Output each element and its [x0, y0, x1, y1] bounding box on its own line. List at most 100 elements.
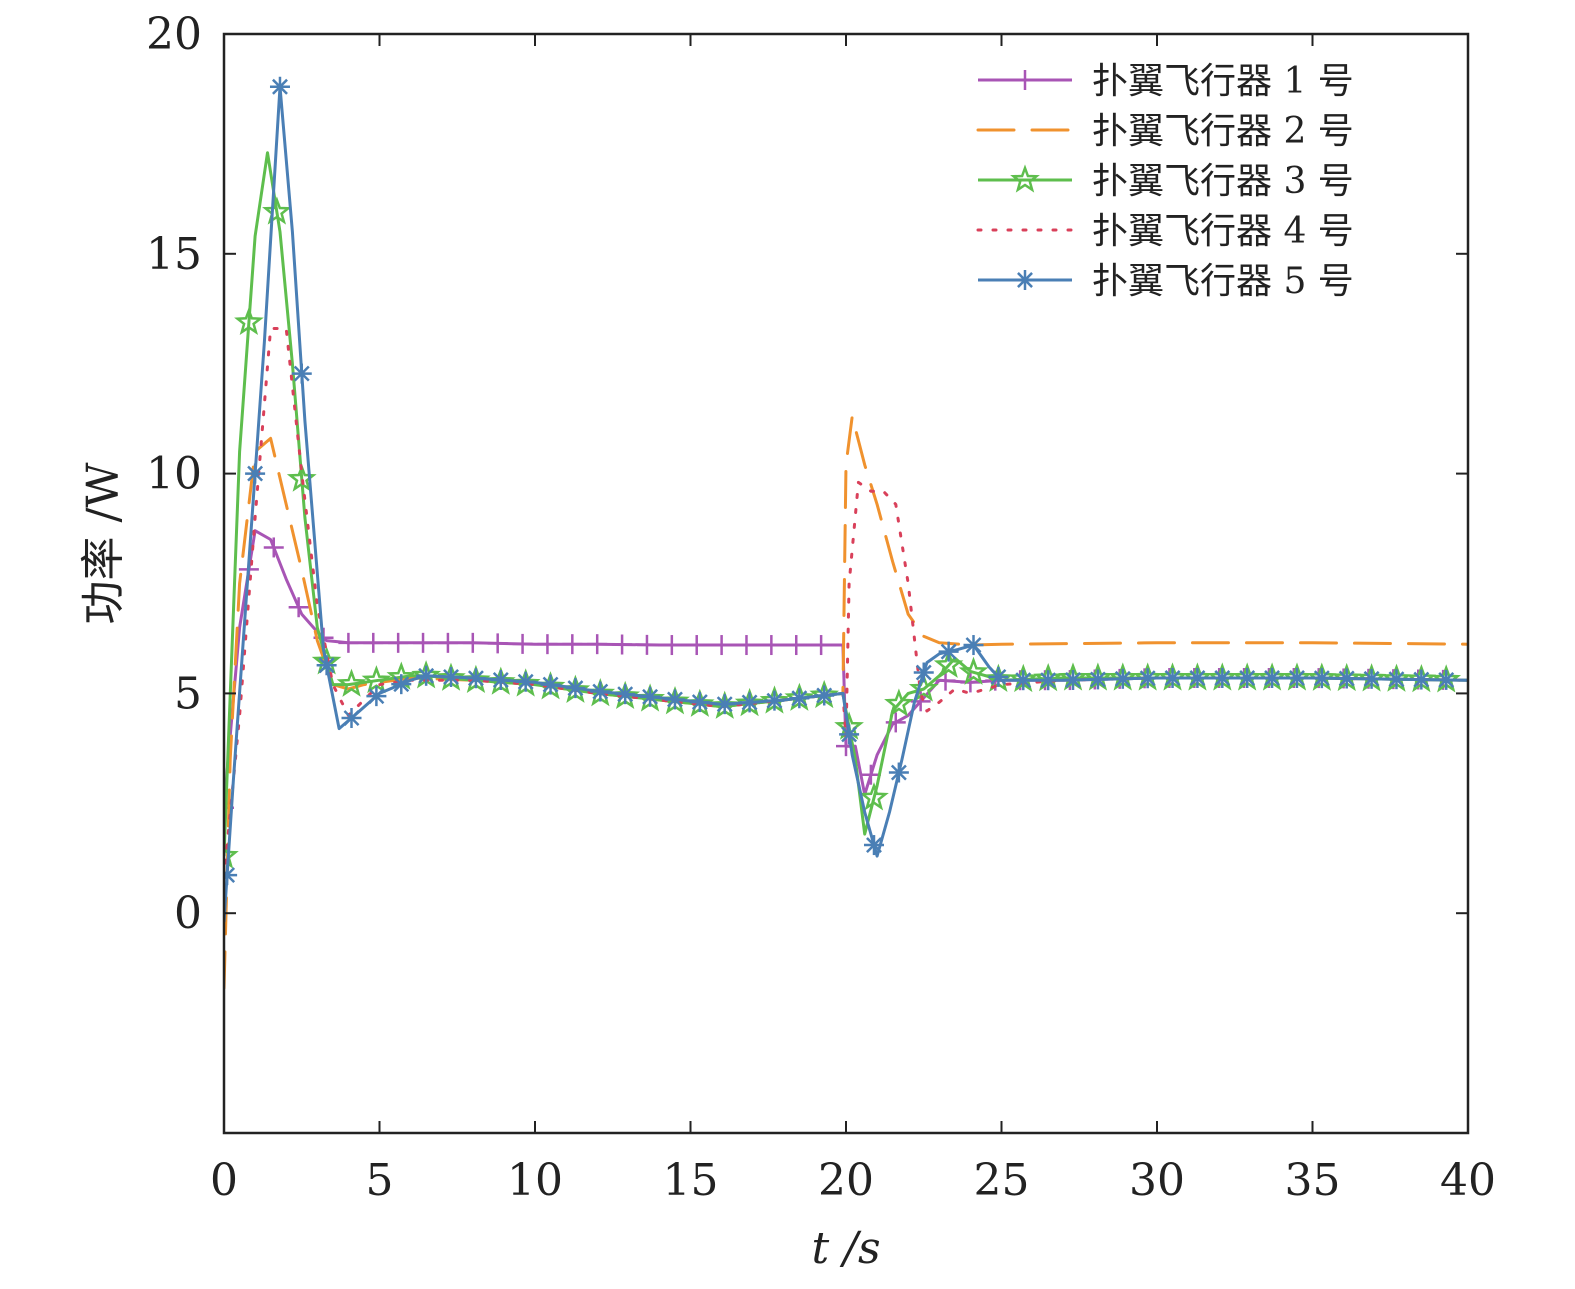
series-marker — [689, 692, 710, 713]
series-marker — [1411, 669, 1432, 690]
series-marker — [859, 782, 889, 811]
legend-item: 扑翼飞行器 2 号 — [976, 111, 1354, 152]
series-marker — [764, 690, 785, 711]
series-marker — [224, 840, 239, 869]
series-marker — [234, 306, 264, 336]
series-marker — [336, 668, 367, 697]
series-marker — [739, 692, 760, 713]
series-marker — [1063, 669, 1084, 690]
series-marker — [1237, 668, 1258, 689]
x-tick-label: 35 — [1285, 1155, 1341, 1206]
series-marker — [565, 678, 586, 699]
series-marker — [437, 632, 458, 653]
legend-item: 扑翼飞行器 5 号 — [978, 261, 1354, 302]
y-axis-title: 功率 /W — [78, 462, 129, 625]
series-marker — [913, 662, 934, 683]
series-marker — [590, 681, 611, 702]
series-marker — [416, 665, 437, 686]
series-marker — [640, 686, 661, 707]
series-marker — [1015, 270, 1035, 290]
series-marker — [814, 685, 835, 706]
series-marker — [860, 764, 881, 785]
series-marker — [1013, 670, 1034, 691]
series-marker — [863, 835, 884, 856]
series-marker — [263, 537, 284, 558]
series-marker — [363, 632, 384, 653]
x-tick-label: 20 — [818, 1155, 874, 1206]
y-tick-label: 5 — [174, 668, 202, 719]
series-marker — [988, 666, 1009, 687]
series-marker — [490, 669, 511, 690]
series-marker — [1386, 669, 1407, 690]
series-marker — [262, 196, 292, 225]
series-5 — [224, 76, 1468, 923]
series-marker — [1038, 670, 1059, 691]
series-line — [224, 529, 1468, 808]
series-marker — [465, 668, 486, 689]
series-line — [224, 327, 1468, 880]
series-4 — [224, 327, 1468, 880]
series-marker — [789, 688, 810, 709]
series-marker — [938, 641, 959, 662]
series-marker — [1010, 164, 1040, 193]
y-tick-label: 15 — [146, 229, 202, 280]
x-tick-label: 30 — [1129, 1155, 1185, 1206]
series-marker — [933, 649, 964, 678]
series-marker — [413, 632, 434, 653]
series-marker — [341, 708, 362, 729]
series-marker — [888, 762, 909, 783]
series-layer — [224, 76, 1468, 990]
series-marker — [512, 633, 533, 654]
series-marker — [1112, 668, 1133, 689]
x-tick-label: 10 — [507, 1155, 563, 1206]
series-marker — [391, 674, 412, 695]
series-marker — [562, 634, 583, 655]
series-marker — [1311, 668, 1332, 689]
series-marker — [1212, 668, 1233, 689]
series-marker — [1015, 70, 1035, 90]
series-marker — [636, 634, 657, 655]
series-marker — [269, 76, 290, 97]
series-marker — [587, 634, 608, 655]
x-axis-title: t /s — [811, 1223, 880, 1274]
series-marker — [1262, 668, 1283, 689]
series-marker — [1336, 668, 1357, 689]
series-marker — [316, 655, 337, 676]
series-marker — [839, 724, 860, 745]
legend-item: 扑翼飞行器 3 号 — [978, 161, 1354, 202]
series-marker — [711, 635, 732, 656]
series-marker — [537, 634, 558, 655]
series-marker — [224, 865, 238, 886]
legend-item: 扑翼飞行器 1 号 — [978, 61, 1354, 102]
x-tick-label: 15 — [663, 1155, 719, 1206]
series-marker — [963, 635, 984, 656]
series-marker — [288, 597, 309, 618]
x-tick-label: 5 — [366, 1155, 394, 1206]
series-marker — [736, 635, 757, 656]
series-marker — [786, 635, 807, 656]
series-marker — [811, 635, 832, 656]
series-marker — [1087, 669, 1108, 690]
series-marker — [388, 632, 409, 653]
legend-label: 扑翼飞行器 3 号 — [1092, 161, 1354, 202]
y-tick-label: 0 — [174, 888, 202, 939]
series-marker — [615, 684, 636, 705]
legend-label: 扑翼飞行器 5 号 — [1092, 261, 1354, 302]
x-tick-label: 40 — [1440, 1155, 1496, 1206]
series-marker — [884, 688, 914, 717]
series-marker — [661, 635, 682, 656]
series-marker — [291, 363, 312, 384]
series-marker — [935, 670, 956, 691]
series-marker — [664, 689, 685, 710]
x-tick-label: 25 — [974, 1155, 1030, 1206]
series-marker — [1436, 669, 1457, 690]
series-marker — [1286, 668, 1307, 689]
series-marker — [714, 694, 735, 715]
x-tick-label: 0 — [210, 1155, 238, 1206]
series-marker — [361, 665, 392, 694]
series-marker — [1361, 668, 1382, 689]
series-marker — [612, 634, 633, 655]
legend-label: 扑翼飞行器 4 号 — [1092, 211, 1354, 252]
